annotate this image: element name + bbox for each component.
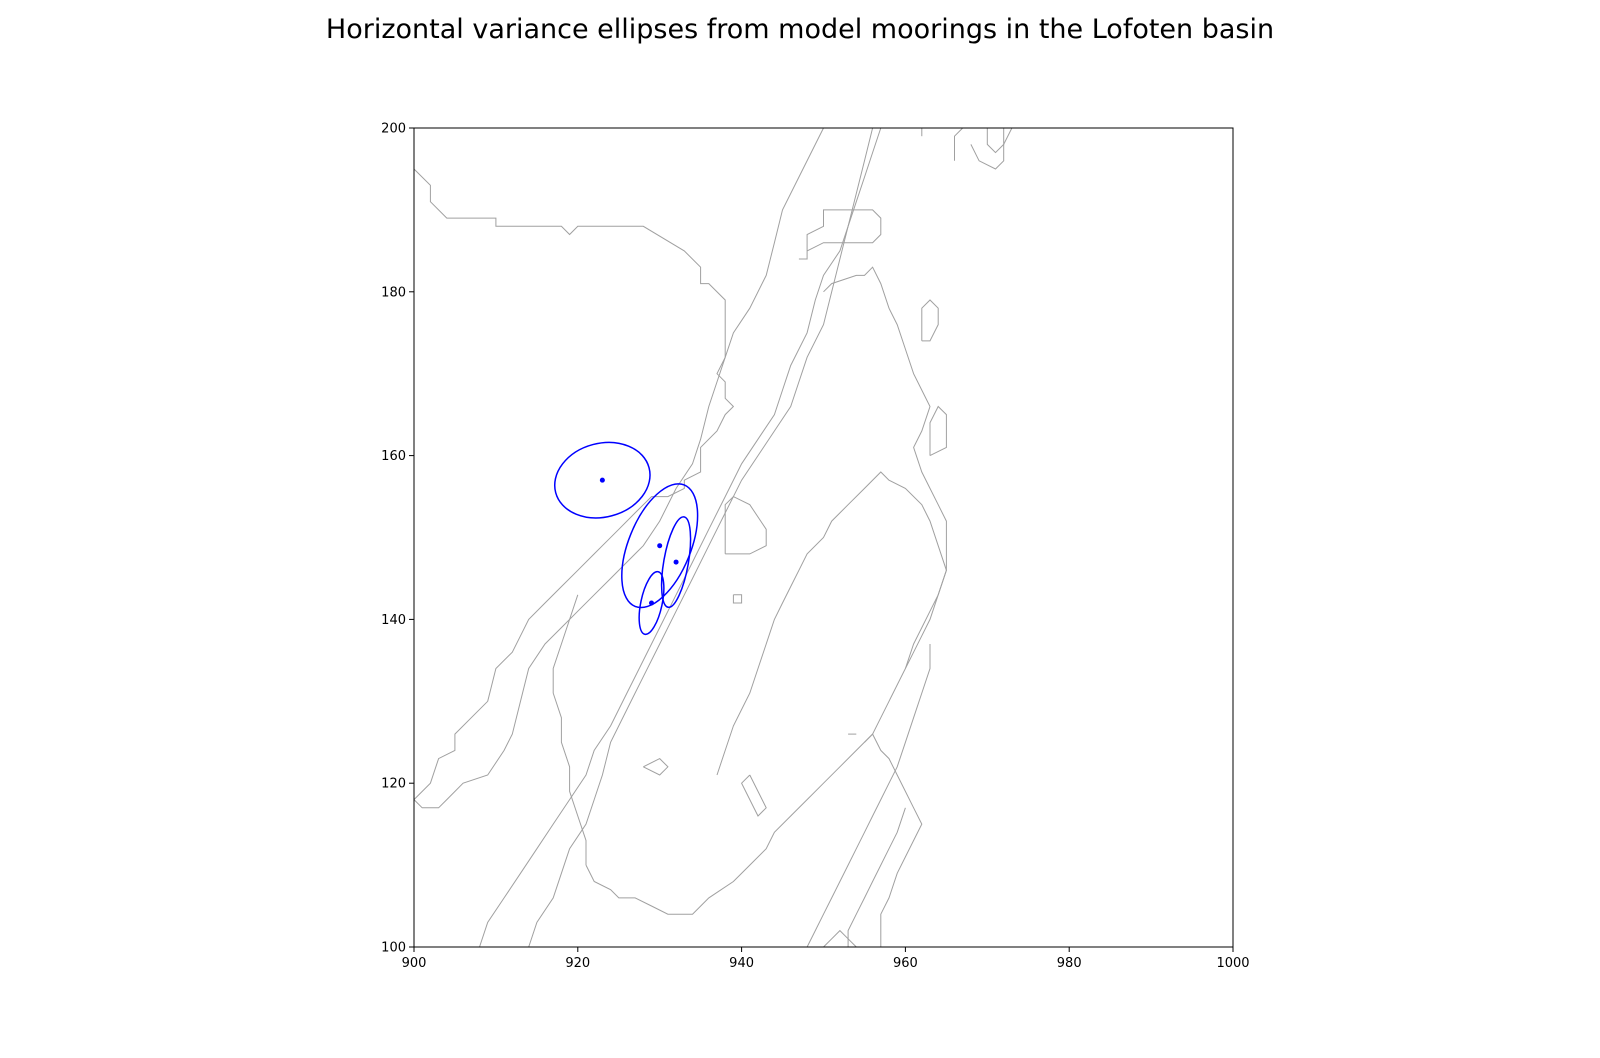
contour-line — [864, 733, 923, 947]
contour-line — [552, 594, 587, 866]
contour-line — [921, 299, 939, 342]
chart-title: Horizontal variance ellipses from model … — [325, 14, 1275, 45]
y-tick-label: 120 — [381, 777, 406, 792]
variance-ellipse — [660, 516, 692, 609]
contour-line — [806, 644, 931, 948]
y-tick-label: 140 — [381, 613, 406, 628]
contour-line — [528, 127, 874, 948]
y-tick-label: 200 — [381, 122, 406, 137]
variance-ellipses — [553, 441, 699, 636]
x-tick-label: 900 — [402, 956, 427, 971]
x-tick-label: 1000 — [1216, 956, 1249, 971]
contour-line — [847, 807, 906, 947]
mooring-point — [657, 543, 663, 549]
mooring-point — [673, 559, 679, 565]
bathymetry-contours — [413, 127, 1013, 948]
contour-line — [479, 127, 882, 948]
contour-line — [643, 757, 669, 776]
variance-ellipse — [638, 570, 665, 636]
contour-line — [413, 168, 735, 800]
contour-line — [413, 127, 824, 809]
contour-line — [585, 471, 947, 915]
x-tick-label: 940 — [729, 956, 754, 971]
mooring-point — [599, 477, 605, 483]
variance-ellipse — [553, 441, 651, 519]
contour-line — [970, 127, 1013, 170]
y-tick-label: 160 — [381, 449, 406, 464]
x-tick-label: 920 — [565, 956, 590, 971]
axes-frame — [413, 127, 1234, 948]
y-tick-label: 180 — [381, 285, 406, 300]
contour-line — [986, 128, 1005, 154]
x-tick-label: 980 — [1057, 956, 1082, 971]
contour-line — [798, 209, 882, 260]
x-tick-label: 960 — [893, 956, 918, 971]
contour-line — [929, 405, 947, 457]
contour-line — [732, 594, 743, 604]
contour-line — [823, 929, 857, 948]
contour-line — [823, 266, 947, 669]
contour-line — [724, 495, 767, 555]
y-tick-label: 100 — [381, 941, 406, 956]
contour-line — [740, 774, 767, 817]
contour-line — [954, 127, 964, 161]
axis-ticks: 900 920 940 960 980 1000 100 120 140 160 180 200 — [381, 122, 1249, 972]
mooring-point — [649, 600, 655, 606]
